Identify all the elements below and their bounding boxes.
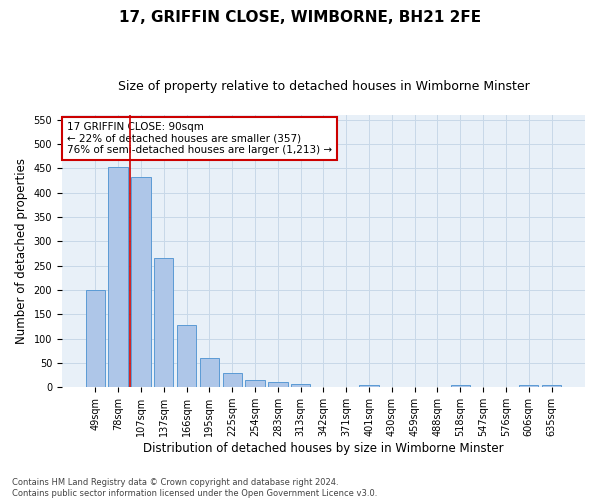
Bar — [86, 290, 105, 387]
Title: Size of property relative to detached houses in Wimborne Minster: Size of property relative to detached ho… — [118, 80, 529, 93]
Bar — [359, 385, 379, 387]
Bar — [451, 385, 470, 387]
Bar — [131, 176, 151, 387]
Bar — [154, 258, 173, 387]
Bar — [200, 358, 219, 387]
X-axis label: Distribution of detached houses by size in Wimborne Minster: Distribution of detached houses by size … — [143, 442, 504, 455]
Text: Contains HM Land Registry data © Crown copyright and database right 2024.
Contai: Contains HM Land Registry data © Crown c… — [12, 478, 377, 498]
Bar — [542, 385, 561, 387]
Bar — [268, 382, 287, 387]
Bar — [291, 384, 310, 387]
Text: 17 GRIFFIN CLOSE: 90sqm
← 22% of detached houses are smaller (357)
76% of semi-d: 17 GRIFFIN CLOSE: 90sqm ← 22% of detache… — [67, 122, 332, 155]
Bar — [519, 385, 538, 387]
Bar — [223, 372, 242, 387]
Y-axis label: Number of detached properties: Number of detached properties — [15, 158, 28, 344]
Bar — [245, 380, 265, 387]
Bar — [109, 168, 128, 387]
Text: 17, GRIFFIN CLOSE, WIMBORNE, BH21 2FE: 17, GRIFFIN CLOSE, WIMBORNE, BH21 2FE — [119, 10, 481, 25]
Bar — [177, 325, 196, 387]
